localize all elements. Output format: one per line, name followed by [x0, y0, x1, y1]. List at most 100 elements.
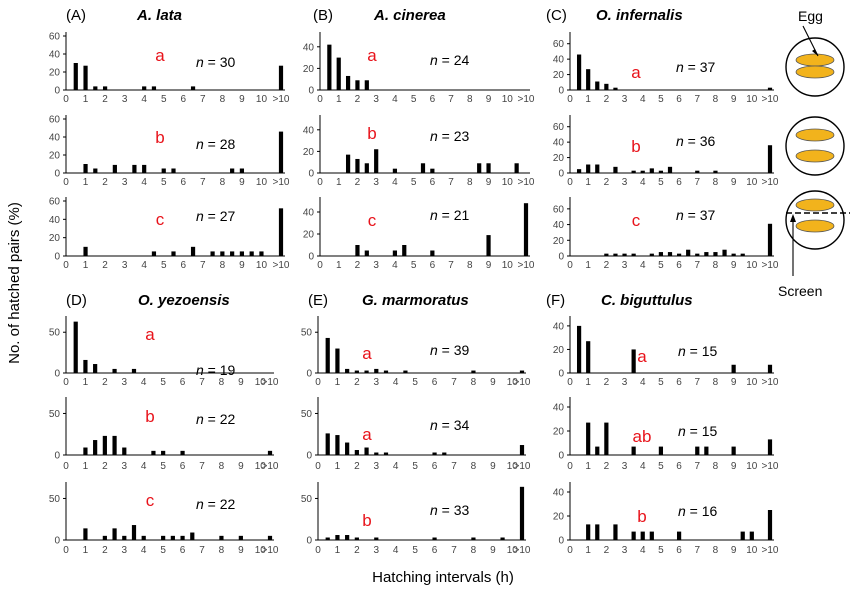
- histogram-bar: [586, 69, 591, 90]
- histogram-bar: [83, 246, 88, 256]
- x-tick-label: 10: [746, 377, 758, 388]
- x-tick-label: 5: [658, 260, 664, 271]
- x-tick-label: 0: [315, 461, 321, 472]
- y-tick-label: 40: [49, 215, 61, 226]
- x-tick-label: 5: [161, 260, 167, 271]
- x-tick-label: 2: [604, 377, 610, 388]
- x-tick-label: 5: [658, 545, 664, 556]
- histogram-bar: [676, 531, 682, 540]
- x-tick-label: 1: [335, 377, 341, 388]
- x-tick-label: 9: [239, 260, 245, 271]
- histogram-bar: [355, 80, 360, 90]
- histogram-bar: [325, 433, 330, 455]
- x-tick-label: 3: [374, 377, 380, 388]
- histogram-bar: [122, 447, 127, 455]
- species-title: G. marmoratus: [362, 292, 469, 309]
- y-tick-label: 50: [301, 494, 313, 505]
- x-tick-label: 3: [122, 177, 128, 188]
- x-tick-label: 3: [374, 545, 380, 556]
- x-tick-label: 3: [122, 461, 128, 472]
- significance-letter: b: [145, 407, 154, 426]
- x-tick-label: 6: [676, 461, 682, 472]
- x-tick-label: 8: [713, 94, 719, 105]
- histogram-bar: [471, 370, 476, 373]
- histogram-bar: [93, 168, 98, 173]
- x-tick-label: 3: [622, 461, 628, 472]
- significance-letter: a: [637, 347, 647, 366]
- x-tick-label: 0: [317, 260, 323, 271]
- histogram-bar: [586, 341, 591, 373]
- x-tick-label: 8: [220, 94, 226, 105]
- sample-size: n = 37: [676, 59, 716, 75]
- x-tick-label: 10: [255, 377, 267, 388]
- x-tick-label: 3: [122, 377, 128, 388]
- histogram-bar: [613, 524, 618, 540]
- x-tick-label: 3: [122, 545, 128, 556]
- histogram-bar: [519, 486, 525, 540]
- x-tick-label: 1: [83, 177, 89, 188]
- egg-diagram-legend: Egg Screen: [778, 8, 850, 299]
- y-tick-label: 60: [553, 204, 565, 215]
- histogram-bar: [519, 445, 525, 455]
- histogram-f-1: 0 20 40 0 1 2 3 4 5 6 7 8 9 10 >10 a n = 15: [553, 316, 779, 388]
- x-tick-label: >10: [518, 177, 535, 188]
- histogram-bar: [392, 250, 398, 256]
- histogram-bar: [383, 452, 389, 455]
- histogram-bar: [767, 364, 773, 373]
- x-tick-label: 7: [694, 377, 700, 388]
- histogram-bar: [586, 422, 591, 455]
- histogram-bar: [595, 524, 600, 540]
- histogram-bar: [364, 370, 369, 373]
- x-tick-label: 9: [731, 260, 737, 271]
- panel-label: (B): [313, 7, 333, 24]
- y-tick-label: 20: [303, 230, 315, 241]
- histogram-bar: [374, 452, 379, 455]
- species-title: O. yezoensis: [138, 292, 230, 309]
- x-tick-label: 0: [315, 377, 321, 388]
- x-tick-label: 6: [430, 260, 436, 271]
- histogram-bar: [695, 446, 700, 455]
- x-tick-label: 9: [731, 177, 737, 188]
- x-tick-label: 0: [567, 461, 573, 472]
- significance-letter: c: [156, 210, 165, 229]
- y-tick-label: 20: [49, 151, 61, 162]
- significance-letter: a: [631, 63, 641, 82]
- y-axis-label: No. of hatched pairs (%): [6, 202, 23, 364]
- x-tick-label: 5: [411, 260, 417, 271]
- histogram-bar: [131, 368, 137, 373]
- histogram-bar: [180, 535, 185, 540]
- x-tick-label: 2: [102, 377, 108, 388]
- histogram-bar: [613, 253, 618, 256]
- histogram-bar: [354, 450, 359, 455]
- x-tick-label: 9: [239, 94, 245, 105]
- sample-size: n = 28: [196, 136, 236, 152]
- histogram-bar: [345, 535, 350, 540]
- x-tick-label: 3: [622, 94, 628, 105]
- x-tick-label: 3: [122, 94, 128, 105]
- histogram-bar: [345, 75, 351, 90]
- x-tick-label: 2: [604, 177, 610, 188]
- histogram-bar: [403, 370, 408, 373]
- x-tick-label: 9: [486, 94, 492, 105]
- x-tick-label: 0: [63, 177, 69, 188]
- y-tick-label: 20: [553, 427, 565, 438]
- sample-size: n = 21: [430, 207, 470, 223]
- y-tick-label: 0: [54, 169, 60, 180]
- histogram-d-2: 0 50 0 1 2 3 4 5 6 7 8 9 10>10 b n = 22: [49, 397, 279, 472]
- x-tick-label: 5: [160, 545, 166, 556]
- y-tick-label: 0: [54, 536, 60, 547]
- x-tick-label: 7: [199, 377, 205, 388]
- x-tick-label: 8: [713, 177, 719, 188]
- x-tick-label: 4: [640, 545, 646, 556]
- histogram-a-3: 0 20 40 60 0 1 2 3 4 5 6 7 8 9 10 >10 c n = 27: [49, 197, 290, 272]
- histogram-d-1: 0 50 0 1 2 3 4 5 6 7 8 9 10>10 a n = 19: [49, 316, 279, 388]
- panel-label: (F): [546, 292, 565, 309]
- x-tick-label: 0: [567, 545, 573, 556]
- histogram-bar: [83, 164, 88, 173]
- x-tick-label: 8: [219, 377, 225, 388]
- y-tick-label: 60: [49, 197, 61, 208]
- x-tick-label: 9: [731, 461, 737, 472]
- histogram-bar: [595, 164, 600, 173]
- x-tick-label: 8: [713, 545, 719, 556]
